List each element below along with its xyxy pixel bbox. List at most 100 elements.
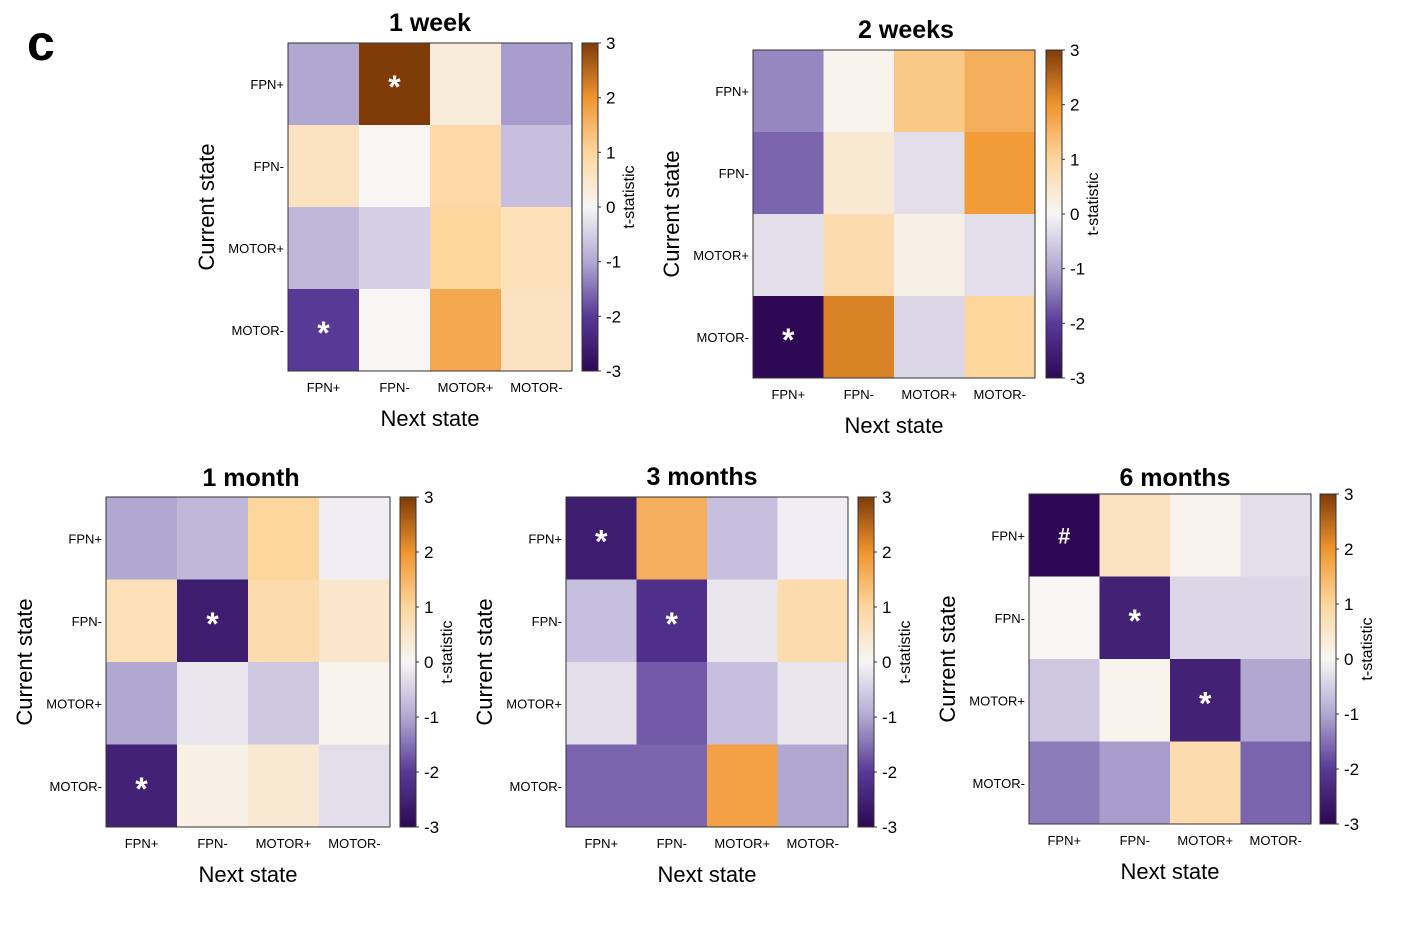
heatmap-cell — [288, 43, 360, 126]
heatmap-cell — [359, 43, 431, 126]
colorbar-tick-label: 3 — [882, 488, 891, 507]
panel-title: 3 months — [646, 463, 757, 491]
heatmap-cell — [707, 744, 778, 828]
y-tick-label: MOTOR+ — [46, 696, 102, 711]
panel-title: 1 month — [202, 464, 299, 492]
heatmap-frame — [752, 49, 1036, 379]
y-tick-label: FPN- — [995, 611, 1025, 626]
heatmap-cell — [894, 296, 965, 379]
colorbar-tick-label: -1 — [424, 708, 439, 727]
colorbar-tick-label: -2 — [882, 763, 897, 782]
heatmap-cell — [106, 497, 178, 580]
significance-marker: * — [1199, 685, 1212, 721]
y-tick-label: MOTOR- — [232, 323, 284, 338]
x-tick-label: FPN+ — [771, 387, 805, 402]
y-tick-label: FPN+ — [991, 528, 1025, 543]
y-tick-label: FPN+ — [715, 84, 749, 99]
heatmap-cell — [248, 662, 320, 745]
x-tick-label: FPN+ — [584, 836, 618, 851]
x-tick-label: MOTOR+ — [256, 836, 312, 851]
heatmap-cell — [106, 662, 178, 745]
colorbar-tick-label: -1 — [882, 708, 897, 727]
x-tick-label: FPN- — [197, 836, 227, 851]
heatmap-cell — [777, 579, 849, 663]
heatmap-cell — [753, 132, 824, 215]
heatmap-cell — [359, 125, 431, 208]
heatmap-cell — [823, 214, 895, 297]
colorbar-tick-label: -1 — [1070, 260, 1085, 279]
x-axis-label: Next state — [657, 862, 756, 887]
x-tick-label: MOTOR- — [510, 380, 562, 395]
x-tick-label: FPN+ — [1047, 833, 1081, 848]
colorbar — [857, 496, 875, 828]
heatmap-cell — [894, 132, 965, 215]
y-tick-label: MOTOR- — [50, 779, 102, 794]
y-axis-label: Current state — [659, 150, 684, 277]
colorbar-label: t-statistic — [439, 620, 456, 683]
heatmap-cell — [1099, 576, 1171, 660]
colorbar-label: t-statistic — [1359, 617, 1376, 680]
x-axis-label: Next state — [844, 413, 943, 438]
colorbar-tick-label: 2 — [882, 543, 891, 562]
x-tick-label: MOTOR- — [787, 836, 839, 851]
heatmap-cell — [430, 125, 502, 208]
heatmap-cell — [823, 296, 895, 379]
colorbar-tick-label: -3 — [606, 362, 621, 381]
heatmap-cell — [177, 579, 249, 663]
y-tick-label: FPN+ — [68, 531, 102, 546]
y-tick-label: MOTOR+ — [228, 241, 284, 256]
heatmap-cell — [1029, 741, 1100, 825]
significance-marker: * — [595, 523, 608, 559]
heatmap-cell — [1170, 659, 1241, 742]
heatmap-cell — [894, 50, 965, 133]
heatmap-cell — [501, 125, 573, 208]
heatmap-frame — [287, 42, 573, 372]
heatmap-cell — [1170, 494, 1241, 577]
heatmap-frame — [565, 496, 849, 828]
heatmap-panel: 1 week * * FPN+ FPN- MOTOR+ MOTOR- FPN+ FPN- MOTO… — [194, 9, 638, 431]
colorbar-tick-label: 0 — [424, 653, 433, 672]
y-tick-label: FPN- — [719, 166, 749, 181]
heatmap-cell — [319, 744, 391, 828]
colorbar-tick-label: -3 — [1070, 369, 1085, 388]
heatmap-cell — [823, 50, 895, 133]
colorbar-tick-label: -1 — [606, 253, 621, 272]
colorbar-tick-label: 3 — [1070, 41, 1079, 60]
heatmap-frame — [105, 496, 391, 828]
significance-marker: * — [1129, 603, 1142, 639]
heatmap-cell — [964, 296, 1036, 379]
panel-title: 1 week — [389, 9, 471, 37]
heatmap-cell — [753, 50, 824, 133]
colorbar-tick-label: -3 — [1344, 815, 1359, 834]
heatmap-cell — [707, 497, 778, 580]
x-tick-label: MOTOR- — [974, 387, 1026, 402]
heatmap-cell — [753, 296, 824, 379]
y-tick-label: MOTOR+ — [969, 693, 1025, 708]
heatmap-cell — [566, 662, 637, 745]
heatmap-cell — [777, 662, 849, 745]
colorbar-tick-label: 2 — [606, 89, 615, 108]
colorbar-label: t-statistic — [621, 165, 638, 228]
x-axis-label: Next state — [1120, 859, 1219, 884]
heatmap-cell — [1170, 741, 1241, 825]
heatmap-cell — [777, 744, 849, 828]
colorbar-tick-label: 0 — [606, 198, 615, 217]
heatmap-cell — [753, 214, 824, 297]
colorbar-tick-label: -3 — [424, 818, 439, 837]
y-tick-label: FPN- — [254, 159, 284, 174]
heatmap-cell — [777, 497, 849, 580]
significance-marker: * — [388, 69, 401, 105]
y-tick-label: MOTOR- — [510, 779, 562, 794]
heatmap-cell — [1240, 659, 1312, 742]
heatmap-cell — [566, 744, 637, 828]
y-axis-label: Current state — [194, 143, 219, 270]
heatmap-cell — [248, 744, 320, 828]
heatmap-cell — [359, 289, 431, 372]
y-tick-label: MOTOR- — [973, 776, 1025, 791]
x-tick-label: MOTOR+ — [714, 836, 770, 851]
x-axis-label: Next state — [380, 406, 479, 431]
x-tick-label: MOTOR+ — [901, 387, 957, 402]
colorbar-tick-label: 0 — [1070, 205, 1079, 224]
x-tick-label: MOTOR- — [328, 836, 380, 851]
